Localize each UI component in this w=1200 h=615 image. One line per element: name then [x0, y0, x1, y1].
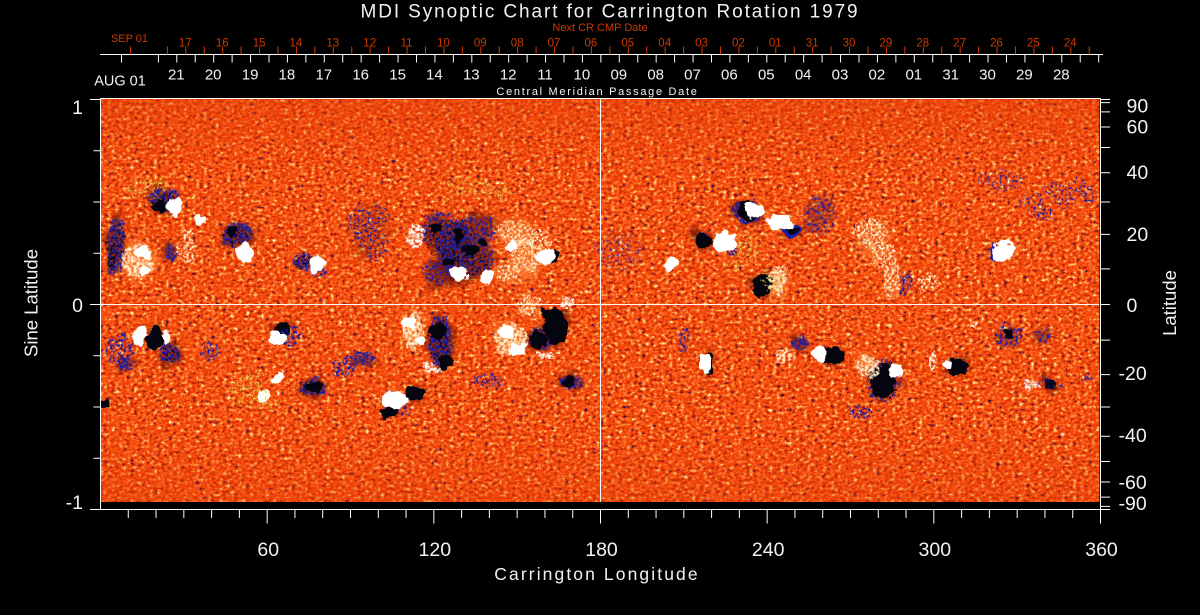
svg-text:02: 02	[869, 67, 886, 84]
svg-text:60: 60	[257, 539, 279, 561]
svg-text:-60: -60	[1119, 472, 1147, 494]
svg-text:12: 12	[363, 38, 376, 50]
svg-text:-1: -1	[66, 492, 83, 514]
svg-text:04: 04	[658, 38, 671, 50]
svg-text:02: 02	[732, 38, 745, 50]
svg-text:13: 13	[463, 67, 480, 84]
svg-text:0: 0	[1127, 295, 1138, 317]
svg-text:06: 06	[585, 38, 598, 50]
svg-text:11: 11	[537, 67, 553, 84]
svg-text:10: 10	[574, 67, 591, 84]
svg-text:08: 08	[511, 38, 524, 50]
svg-text:29: 29	[1016, 67, 1033, 84]
svg-text:25: 25	[1027, 38, 1040, 50]
svg-text:13: 13	[326, 38, 339, 50]
svg-text:16: 16	[352, 67, 369, 84]
svg-text:01: 01	[905, 67, 922, 84]
svg-text:240: 240	[752, 539, 785, 561]
svg-text:AUG 01: AUG 01	[94, 74, 146, 90]
svg-text:60: 60	[1127, 116, 1149, 138]
svg-text:03: 03	[695, 38, 708, 50]
svg-text:Sine Latitude: Sine Latitude	[21, 249, 42, 357]
svg-text:18: 18	[279, 67, 296, 84]
svg-text:30: 30	[843, 38, 856, 50]
svg-text:Central Meridian Passage Date: Central Meridian Passage Date	[496, 86, 698, 98]
svg-text:90: 90	[1127, 96, 1149, 118]
svg-text:01: 01	[769, 38, 782, 50]
svg-text:Latitude: Latitude	[1159, 270, 1180, 336]
svg-text:17: 17	[179, 38, 192, 50]
svg-text:31: 31	[942, 67, 959, 84]
svg-text:28: 28	[1053, 67, 1070, 84]
svg-text:08: 08	[647, 67, 664, 84]
svg-text:31: 31	[806, 38, 819, 50]
svg-text:04: 04	[795, 67, 812, 84]
svg-text:09: 09	[610, 67, 627, 84]
svg-text:28: 28	[916, 38, 929, 50]
svg-text:27: 27	[953, 38, 966, 50]
svg-text:14: 14	[426, 67, 443, 84]
svg-text:-20: -20	[1119, 363, 1147, 385]
svg-text:07: 07	[548, 38, 561, 50]
svg-text:12: 12	[500, 67, 517, 84]
svg-text:30: 30	[979, 67, 996, 84]
svg-text:09: 09	[474, 38, 487, 50]
svg-text:11: 11	[401, 38, 413, 50]
svg-text:180: 180	[585, 539, 618, 561]
svg-text:20: 20	[205, 67, 222, 84]
svg-text:10: 10	[437, 38, 450, 50]
svg-text:0: 0	[72, 295, 83, 317]
svg-text:29: 29	[880, 38, 893, 50]
svg-text:15: 15	[389, 67, 406, 84]
svg-text:360: 360	[1085, 539, 1118, 561]
svg-text:MDI Synoptic Chart for Carring: MDI Synoptic Chart for Carrington Rotati…	[360, 2, 859, 23]
svg-text:120: 120	[419, 539, 452, 561]
svg-text:03: 03	[832, 67, 849, 84]
svg-text:05: 05	[621, 38, 634, 50]
svg-text:20: 20	[1127, 224, 1149, 246]
svg-text:21: 21	[168, 67, 185, 84]
svg-text:19: 19	[242, 67, 259, 84]
svg-text:05: 05	[758, 67, 775, 84]
svg-text:SEP 01: SEP 01	[111, 33, 148, 45]
svg-text:-40: -40	[1119, 425, 1147, 447]
svg-text:40: 40	[1127, 162, 1149, 184]
svg-text:26: 26	[990, 38, 1003, 50]
svg-text:15: 15	[253, 38, 266, 50]
svg-text:-90: -90	[1119, 493, 1147, 515]
svg-text:Next CR CMP Date: Next CR CMP Date	[552, 22, 647, 34]
svg-text:300: 300	[919, 539, 952, 561]
svg-text:17: 17	[315, 67, 332, 84]
svg-text:1: 1	[72, 97, 83, 119]
svg-text:07: 07	[684, 67, 701, 84]
svg-text:06: 06	[721, 67, 738, 84]
svg-text:14: 14	[290, 38, 303, 50]
svg-text:16: 16	[216, 38, 229, 50]
svg-text:Carrington Longitude: Carrington Longitude	[494, 564, 699, 584]
svg-text:24: 24	[1064, 38, 1077, 50]
